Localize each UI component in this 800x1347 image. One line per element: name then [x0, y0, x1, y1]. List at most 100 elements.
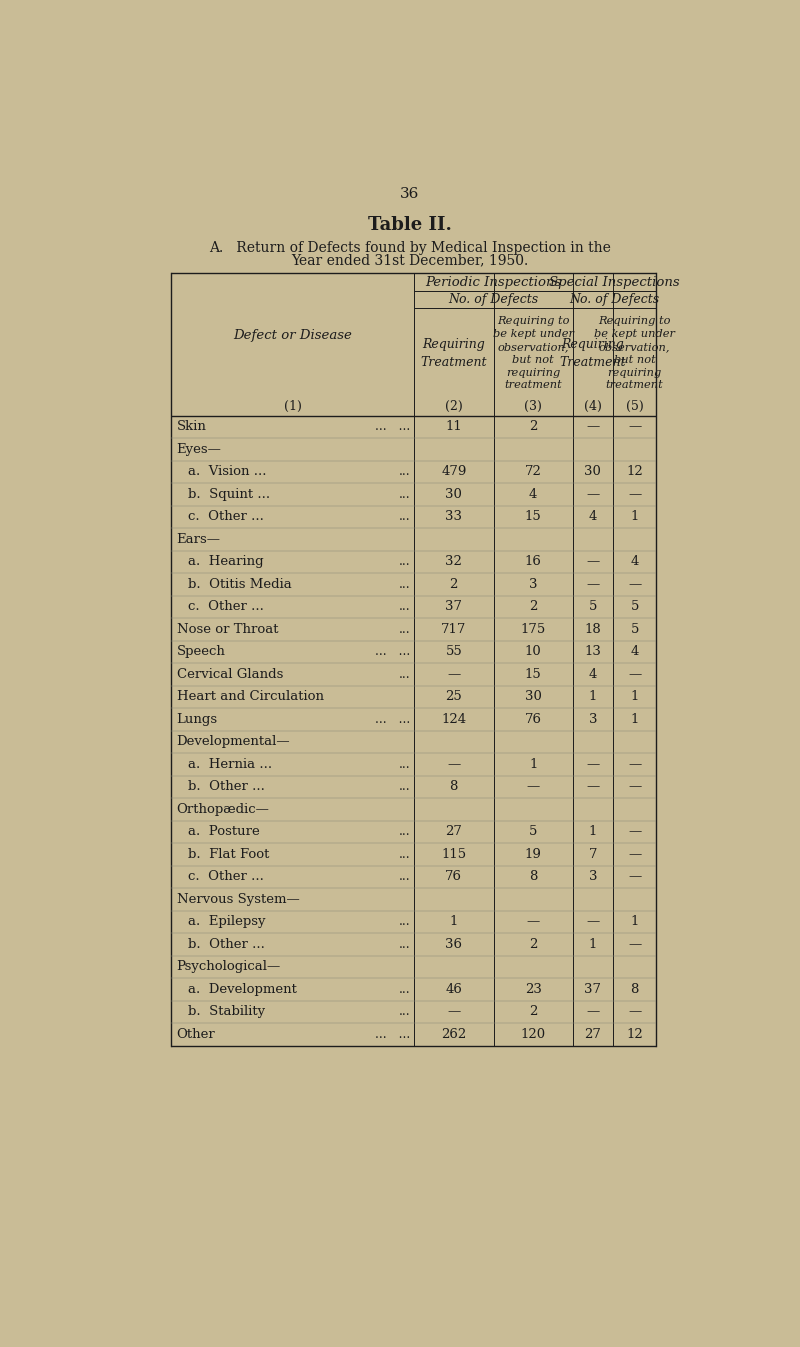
Text: Requiring to
be kept under
observation,
but not
requiring
treatment: Requiring to be kept under observation, …: [493, 317, 574, 391]
Text: ...: ...: [398, 578, 410, 591]
Text: Requiring
Treatment: Requiring Treatment: [421, 338, 487, 369]
Text: —: —: [447, 758, 461, 770]
Text: 717: 717: [441, 622, 466, 636]
Text: —: —: [628, 938, 642, 951]
Text: Table II.: Table II.: [368, 216, 452, 234]
Text: 36: 36: [400, 187, 420, 201]
Text: 5: 5: [630, 601, 639, 613]
Text: 2: 2: [529, 1005, 538, 1018]
Text: Nervous System—: Nervous System—: [177, 893, 299, 907]
Text: 175: 175: [521, 622, 546, 636]
Text: —: —: [447, 668, 461, 682]
Text: ...   ...: ... ...: [374, 713, 410, 726]
Text: 15: 15: [525, 511, 542, 524]
Text: 3: 3: [589, 713, 597, 726]
Text: ...   ...: ... ...: [374, 645, 410, 659]
Text: 120: 120: [521, 1028, 546, 1041]
Text: 5: 5: [529, 826, 538, 838]
Text: ...: ...: [398, 601, 410, 613]
Text: 3: 3: [589, 870, 597, 884]
Text: 5: 5: [589, 601, 597, 613]
Text: 2: 2: [450, 578, 458, 591]
Text: 12: 12: [626, 1028, 643, 1041]
Text: b.  Other ...: b. Other ...: [187, 938, 265, 951]
Text: 27: 27: [446, 826, 462, 838]
Text: ...: ...: [398, 488, 410, 501]
Text: 8: 8: [450, 780, 458, 793]
Text: c.  Other ...: c. Other ...: [187, 511, 263, 524]
Text: 33: 33: [446, 511, 462, 524]
Text: —: —: [628, 870, 642, 884]
Text: 10: 10: [525, 645, 542, 659]
Text: Orthopædic—: Orthopædic—: [177, 803, 270, 816]
Text: 30: 30: [585, 466, 602, 478]
Text: Periodic Inspections: Periodic Inspections: [425, 276, 562, 290]
Text: c.  Other ...: c. Other ...: [187, 870, 263, 884]
Text: ...: ...: [398, 758, 410, 770]
Text: Eyes—: Eyes—: [177, 443, 222, 457]
Text: —: —: [526, 780, 540, 793]
Text: ...: ...: [398, 780, 410, 793]
Text: 30: 30: [525, 691, 542, 703]
Text: 2: 2: [529, 938, 538, 951]
Text: ...: ...: [398, 668, 410, 682]
Text: Requiring to
be kept under
observation,
but not
requiring
treatment: Requiring to be kept under observation, …: [594, 317, 675, 391]
Text: a.  Vision ...: a. Vision ...: [187, 466, 266, 478]
Text: ...: ...: [398, 983, 410, 995]
Text: (1): (1): [284, 400, 302, 414]
Text: 115: 115: [442, 847, 466, 861]
Text: b.  Stability: b. Stability: [187, 1005, 265, 1018]
Text: 76: 76: [525, 713, 542, 726]
Text: 18: 18: [585, 622, 602, 636]
Text: —: —: [586, 780, 599, 793]
Text: 32: 32: [446, 555, 462, 568]
Text: 4: 4: [589, 668, 597, 682]
Text: 13: 13: [585, 645, 602, 659]
Text: 37: 37: [585, 983, 602, 995]
Text: ...: ...: [398, 466, 410, 478]
Text: 1: 1: [630, 713, 639, 726]
Text: —: —: [628, 758, 642, 770]
Text: Other: Other: [177, 1028, 215, 1041]
Text: 4: 4: [589, 511, 597, 524]
Text: c.  Other ...: c. Other ...: [187, 601, 263, 613]
Text: 8: 8: [529, 870, 538, 884]
Text: —: —: [628, 847, 642, 861]
Text: 36: 36: [446, 938, 462, 951]
Text: ...: ...: [398, 511, 410, 524]
Text: 76: 76: [446, 870, 462, 884]
Text: ...: ...: [398, 555, 410, 568]
Text: —: —: [586, 916, 599, 928]
Text: 30: 30: [446, 488, 462, 501]
Text: b.  Flat Foot: b. Flat Foot: [187, 847, 269, 861]
Text: 12: 12: [626, 466, 643, 478]
Text: 16: 16: [525, 555, 542, 568]
Text: 37: 37: [446, 601, 462, 613]
Text: 1: 1: [450, 916, 458, 928]
Text: ...   ...: ... ...: [374, 420, 410, 434]
Text: 25: 25: [446, 691, 462, 703]
Text: a.  Hernia ...: a. Hernia ...: [187, 758, 272, 770]
Text: ...: ...: [398, 622, 410, 636]
Text: 23: 23: [525, 983, 542, 995]
Text: 1: 1: [630, 511, 639, 524]
Text: 1: 1: [529, 758, 538, 770]
Text: A.   Return of Defects found by Medical Inspection in the: A. Return of Defects found by Medical In…: [209, 241, 611, 255]
Text: ...: ...: [398, 847, 410, 861]
Text: 4: 4: [529, 488, 538, 501]
Text: 4: 4: [630, 645, 639, 659]
Text: b.  Other ...: b. Other ...: [187, 780, 265, 793]
Text: 3: 3: [529, 578, 538, 591]
Text: —: —: [628, 488, 642, 501]
Text: 11: 11: [446, 420, 462, 434]
Text: Special Inspections: Special Inspections: [550, 276, 680, 290]
Text: —: —: [586, 578, 599, 591]
Text: 479: 479: [441, 466, 466, 478]
Text: ...   ...: ... ...: [374, 1028, 410, 1041]
Text: Lungs: Lungs: [177, 713, 218, 726]
Text: Ears—: Ears—: [177, 533, 221, 546]
Text: 1: 1: [589, 938, 597, 951]
Text: —: —: [447, 1005, 461, 1018]
Text: 262: 262: [441, 1028, 466, 1041]
Text: —: —: [586, 420, 599, 434]
